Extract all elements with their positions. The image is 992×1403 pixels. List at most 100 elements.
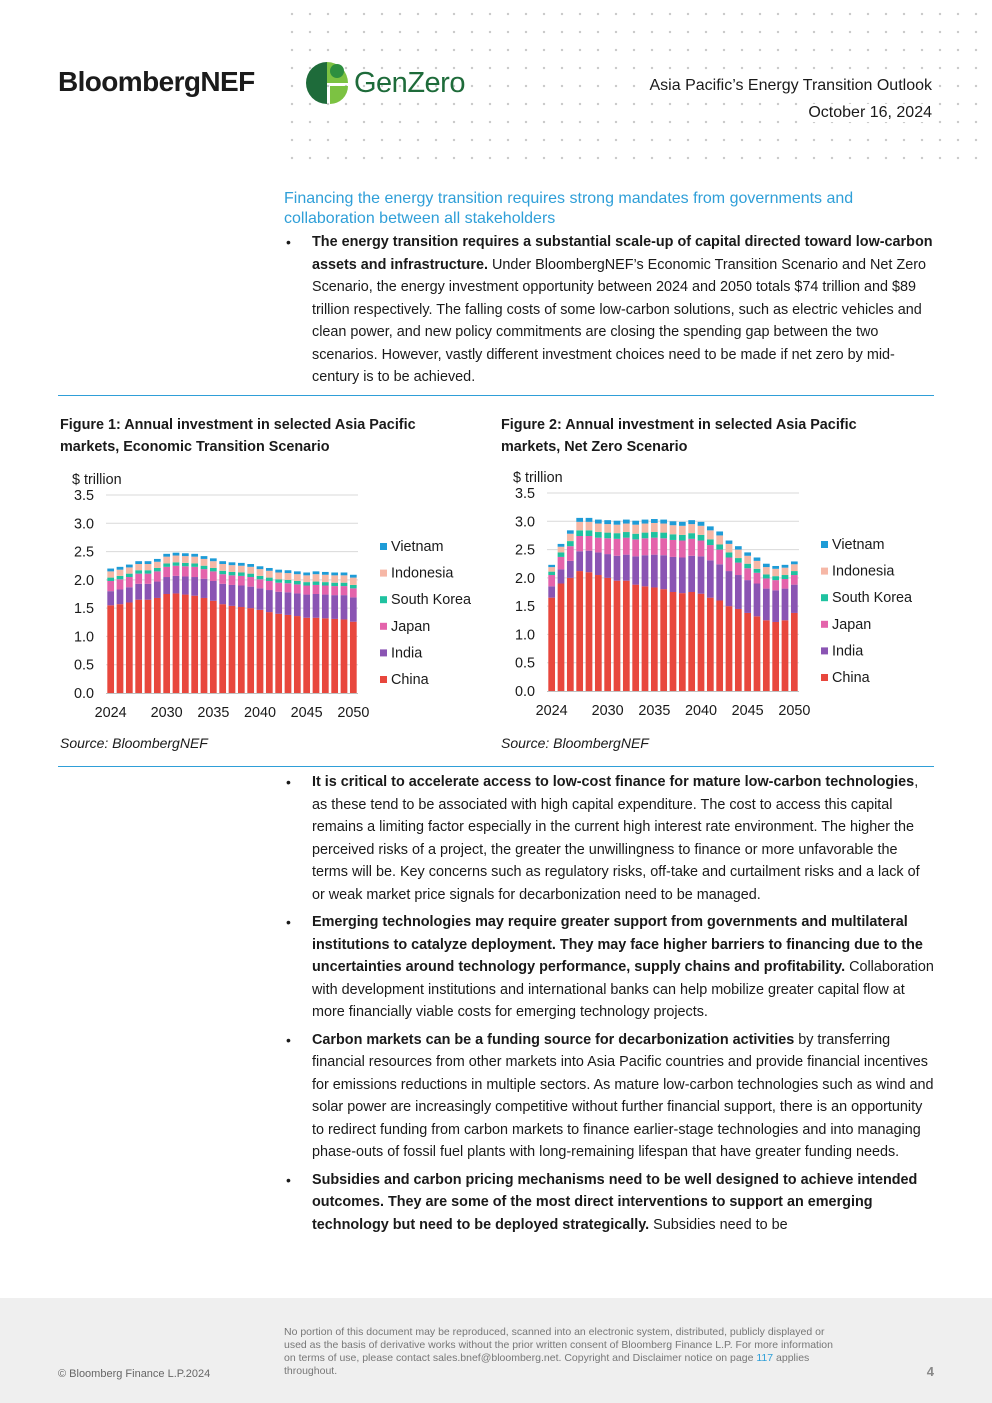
bar-segment	[762, 574, 770, 579]
bar-segment	[303, 575, 311, 583]
bar-segment	[660, 532, 668, 539]
y-tick-label: 2.5	[515, 543, 535, 559]
bar-segment	[548, 564, 556, 568]
bar-segment	[650, 587, 658, 691]
bar-segment	[604, 577, 612, 691]
legend-label: China	[391, 672, 429, 688]
bar-segment	[265, 570, 273, 578]
x-tick-label: 2040	[244, 705, 276, 721]
bar-segment	[744, 552, 752, 556]
bar-segment	[669, 539, 677, 557]
y-tick-label: 3.0	[515, 514, 535, 530]
bar-segment	[660, 523, 668, 533]
bar-segment	[594, 532, 602, 538]
bar-segment	[284, 573, 292, 580]
bar-segment	[321, 594, 329, 619]
bar-segment	[688, 520, 696, 525]
bar-segment	[762, 620, 770, 691]
bar-segment	[312, 617, 320, 693]
bar-segment	[688, 555, 696, 592]
bar-segment	[576, 517, 584, 522]
bar-segment	[641, 586, 649, 691]
y-tick-label: 3.5	[515, 486, 535, 502]
legend-swatch	[821, 620, 828, 628]
bar-segment	[321, 585, 329, 595]
genzero-logo-text: GenZero	[354, 66, 465, 99]
bar-segment	[275, 582, 283, 592]
bar-segment	[734, 546, 742, 550]
bar-segment	[125, 564, 133, 568]
bar-segment	[716, 544, 724, 550]
bar-segment	[548, 575, 556, 587]
bar-segment	[153, 567, 161, 572]
bar-segment	[293, 571, 301, 575]
bar-segment	[762, 588, 770, 621]
bar-segment	[312, 571, 320, 575]
bar-segment	[200, 558, 208, 566]
bar-segment	[228, 571, 236, 576]
bar-segment	[744, 568, 752, 581]
bar-segment	[613, 555, 621, 581]
bar-segment	[144, 561, 152, 565]
bar-segment	[622, 523, 630, 533]
bar-segment	[772, 568, 780, 577]
bar-segment	[200, 578, 208, 598]
bar-segment	[557, 583, 565, 691]
bar-segment	[753, 560, 761, 569]
legend-swatch	[821, 594, 828, 602]
bar-segment	[632, 584, 640, 691]
bar-segment	[622, 554, 630, 581]
bar-segment	[725, 540, 733, 544]
legend-swatch	[380, 569, 387, 577]
bar-segment	[557, 543, 565, 547]
legend-label: Vietnam	[832, 537, 885, 553]
bar-segment	[228, 562, 236, 566]
bullet-bold: The energy transition requires a substan…	[312, 234, 933, 273]
bar-segment	[688, 533, 696, 539]
bar-segment	[734, 562, 742, 576]
disclaimer-page-link[interactable]: 117	[756, 1352, 774, 1364]
bar-segment	[107, 591, 115, 606]
y-tick-label: 1.0	[74, 629, 94, 645]
bar-segment	[604, 554, 612, 578]
bar-segment	[256, 579, 264, 589]
bar-segment	[340, 572, 348, 576]
figure-2-title: Figure 2: Annual investment in selected …	[501, 417, 857, 455]
bar-segment	[660, 519, 668, 524]
bar-segment	[191, 553, 199, 557]
bar-segment	[632, 533, 640, 540]
bar-segment	[209, 561, 217, 568]
bar-segment	[716, 564, 724, 601]
bar-segment	[585, 550, 593, 573]
bar-segment	[172, 555, 180, 563]
bar-segment	[576, 551, 584, 572]
bar-segment	[725, 571, 733, 607]
bar-segment	[688, 592, 696, 691]
bar-segment	[135, 564, 143, 571]
bar-segment	[548, 597, 556, 691]
bar-segment	[697, 556, 705, 594]
bar-segment	[312, 594, 320, 618]
bar-segment	[613, 533, 621, 539]
bar-segment	[613, 580, 621, 691]
bullet-bold: Subsidies and carbon pricing mechanisms …	[312, 1171, 918, 1233]
bar-segment	[660, 589, 668, 691]
bar-segment	[790, 584, 798, 613]
bar-segment	[135, 570, 143, 574]
bar-segment	[678, 525, 686, 535]
bar-segment	[669, 592, 677, 691]
legend-swatch	[821, 541, 828, 548]
bar-segment	[725, 606, 733, 691]
bullet-list-bottom: It is critical to accelerate access to l…	[284, 771, 934, 1241]
bar-segment	[706, 597, 714, 691]
bar-segment	[247, 564, 255, 567]
bar-segment	[660, 538, 668, 556]
bar-segment	[247, 573, 255, 578]
bar-segment	[585, 517, 593, 522]
bar-segment	[744, 580, 752, 613]
bar-segment	[237, 565, 245, 573]
bullet-item: The energy transition requires a substan…	[284, 231, 934, 389]
bullet-item: Emerging technologies may require greate…	[284, 911, 934, 1024]
bar-segment	[604, 538, 612, 555]
bar-segment	[585, 530, 593, 536]
